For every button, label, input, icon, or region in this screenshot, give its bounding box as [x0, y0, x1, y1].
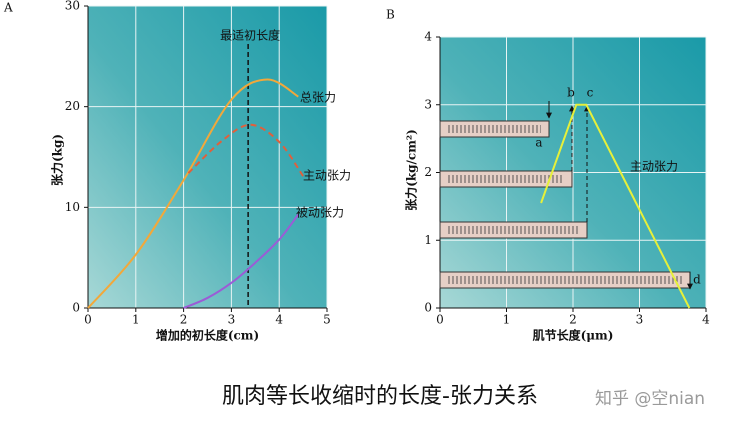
panel-label: A — [3, 1, 13, 15]
x-tick-label: 1 — [503, 313, 511, 327]
series-label: 总张力 — [300, 91, 336, 105]
x-axis-title: 增加的初长度(cm) — [156, 328, 259, 343]
x-tick-label: 2 — [569, 313, 577, 327]
x-tick-label: 0 — [84, 313, 92, 327]
series-label: 主动张力 — [630, 160, 678, 174]
caption: 肌肉等长收缩时的长度-张力关系 — [222, 384, 538, 409]
filaments — [446, 276, 682, 284]
x-axis-title: 肌节长度(μm) — [532, 328, 614, 343]
series-line — [187, 123, 304, 177]
filaments — [446, 175, 564, 183]
x-tick-label: 4 — [275, 313, 283, 327]
x-tick-label: 0 — [436, 313, 444, 327]
x-tick-label: 3 — [636, 313, 644, 327]
x-tick-label: 1 — [132, 313, 140, 327]
y-tick-label: 30 — [65, 0, 80, 13]
series-line — [540, 103, 691, 309]
series-label: 主动张力 — [303, 169, 351, 183]
filaments — [446, 125, 541, 133]
y-tick-label: 0 — [72, 301, 80, 315]
y-axis-title: 张力(kg) — [50, 134, 65, 186]
series-line — [183, 213, 300, 309]
x-tick-label: 4 — [702, 313, 710, 327]
watermark: 知乎 @空nian — [595, 389, 705, 409]
y-tick-label: 3 — [424, 97, 432, 111]
y-tick-label: 2 — [424, 165, 432, 179]
series-label: 被动张力 — [296, 206, 344, 220]
y-tick-label: 1 — [424, 233, 432, 247]
series-line — [87, 78, 299, 309]
y-tick-label: 20 — [65, 99, 80, 113]
filaments — [446, 226, 579, 234]
x-tick-label: 2 — [180, 313, 188, 327]
x-tick-label: 5 — [323, 313, 331, 327]
y-tick-label: 0 — [424, 301, 432, 315]
point-label: b — [567, 86, 575, 100]
annotation: 最适初长度 — [220, 28, 280, 43]
y-tick-label: 10 — [65, 200, 80, 214]
point-label: c — [587, 86, 594, 100]
point-label: a — [535, 136, 542, 150]
y-tick-label: 4 — [424, 30, 432, 44]
y-axis-title: 张力(kg/cm²) — [404, 129, 419, 211]
point-label: d — [693, 273, 701, 287]
plot-background — [88, 6, 327, 308]
panel-label: B — [386, 8, 395, 22]
x-tick-label: 3 — [228, 313, 236, 327]
